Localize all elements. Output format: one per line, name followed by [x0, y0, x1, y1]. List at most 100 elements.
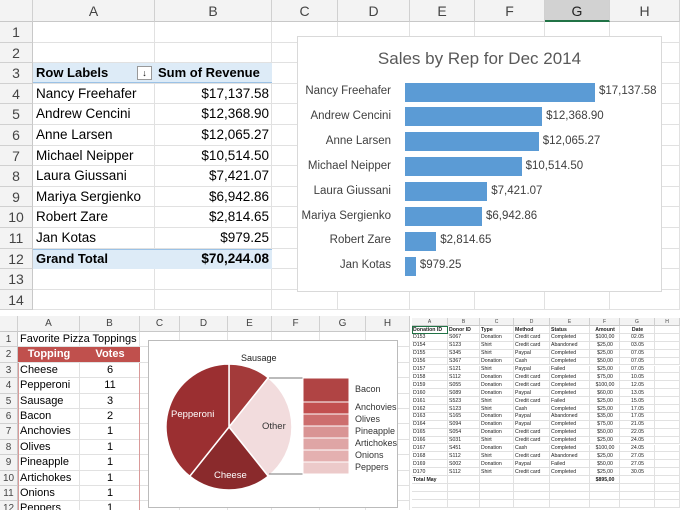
donations-cell[interactable]: Shirt	[481, 350, 492, 357]
pizza-row-header[interactable]: 9	[0, 455, 18, 471]
donations-cell[interactable]	[480, 420, 514, 429]
pivot-cell[interactable]	[33, 289, 155, 311]
donations-column-header[interactable]: Status	[551, 326, 567, 333]
donations-cell[interactable]	[448, 468, 480, 477]
donations-cell[interactable]: Completed	[551, 334, 577, 341]
pivot-row-header[interactable]: 6	[0, 125, 33, 146]
donations-cell[interactable]	[550, 452, 590, 461]
donations-cell[interactable]	[514, 428, 550, 437]
pizza-col-header-f[interactable]: F	[272, 316, 320, 332]
donations-cell[interactable]: $25,00	[597, 366, 613, 372]
donations-col-header-f[interactable]: F	[590, 318, 620, 326]
bar[interactable]	[405, 207, 482, 226]
pizza-cell[interactable]	[18, 393, 80, 409]
donations-cell[interactable]	[550, 476, 590, 484]
donations-cell[interactable]	[655, 381, 680, 390]
donations-cell[interactable]	[448, 381, 480, 390]
donations-cell[interactable]: Credit card	[515, 397, 541, 404]
donations-cell[interactable]: S094	[449, 421, 462, 428]
donations-col-header-g[interactable]: G	[620, 318, 655, 326]
votes-cell[interactable]: 6	[106, 363, 114, 376]
sort-filter-button[interactable]: ↓	[137, 66, 152, 81]
donations-cell[interactable]: Shirt	[481, 468, 492, 475]
pivot-cell[interactable]	[33, 83, 155, 105]
donations-cell[interactable]	[590, 405, 620, 413]
donations-cell[interactable]	[480, 499, 514, 508]
donations-cell[interactable]	[448, 412, 480, 421]
donations-cell[interactable]: Abandoned	[551, 413, 578, 420]
donations-cell[interactable]	[514, 476, 550, 484]
donations-col-header-b[interactable]: B	[448, 318, 480, 326]
donations-cell[interactable]	[590, 333, 620, 342]
pivot-cell[interactable]	[33, 186, 155, 208]
pivot-cell[interactable]	[33, 207, 155, 228]
pivot-row-header[interactable]: 13	[0, 269, 33, 290]
donations-cell[interactable]	[514, 484, 550, 492]
pizza-col-header-h[interactable]: H	[366, 316, 410, 332]
pivot-cell[interactable]	[410, 289, 475, 311]
pizza-row-header[interactable]: 1	[0, 332, 18, 348]
donations-cell[interactable]	[412, 476, 448, 484]
donations-cell[interactable]	[655, 468, 680, 477]
donations-cell[interactable]	[412, 389, 448, 398]
pizza-row-header[interactable]: 6	[0, 409, 18, 425]
pivot-row-value[interactable]: $12,065.27	[201, 127, 269, 142]
donations-cell[interactable]: Donation	[481, 358, 502, 365]
donations-column-header[interactable]: Type	[481, 326, 493, 333]
pivot-cell[interactable]	[33, 42, 155, 64]
donations-cell[interactable]	[480, 326, 514, 334]
donations-cell[interactable]	[620, 476, 655, 484]
donations-cell[interactable]: $75,00	[597, 373, 613, 380]
donations-cell[interactable]	[620, 444, 655, 453]
donations-cell[interactable]	[655, 326, 680, 334]
donations-cell[interactable]	[550, 397, 590, 405]
donations-cell[interactable]	[590, 476, 620, 484]
donations-cell[interactable]	[514, 333, 550, 342]
pivot-cell[interactable]	[33, 125, 155, 146]
donations-cell[interactable]: Completed	[551, 405, 577, 412]
donations-cell[interactable]	[550, 381, 590, 390]
donations-cell[interactable]	[412, 452, 448, 461]
donations-cell[interactable]	[620, 333, 655, 342]
pivot-row-label[interactable]: Michael Neipper	[36, 147, 134, 163]
donations-cell[interactable]: $25,00	[597, 468, 613, 475]
donations-cell[interactable]: D153	[413, 334, 426, 341]
donations-cell[interactable]	[448, 452, 480, 461]
pivot-cell[interactable]	[338, 289, 410, 311]
topping-cell[interactable]: Cheese	[20, 363, 58, 376]
donations-cell[interactable]	[514, 468, 550, 477]
pizza-row-header[interactable]: 3	[0, 362, 18, 379]
donations-cell[interactable]	[412, 484, 448, 492]
donations-cell[interactable]: Completed	[551, 445, 577, 451]
donations-cell[interactable]: Credit card	[515, 452, 541, 459]
pizza-col-header-c[interactable]: C	[140, 316, 180, 332]
donations-cell[interactable]: 07.05	[631, 350, 644, 357]
pivot-row-header[interactable]: 1	[0, 22, 33, 43]
pizza-cell[interactable]	[80, 332, 140, 348]
donations-cell[interactable]	[412, 397, 448, 405]
pivot-row-value[interactable]: $10,514.50	[201, 147, 269, 163]
donations-cell[interactable]	[620, 428, 655, 437]
donations-cell[interactable]	[550, 428, 590, 437]
donations-cell[interactable]: Cash	[515, 405, 528, 412]
donations-cell[interactable]	[550, 326, 590, 334]
active-cell[interactable]	[412, 326, 448, 334]
donations-cell[interactable]	[590, 468, 620, 477]
pivot-row-header[interactable]: 12	[0, 248, 33, 270]
donations-cell[interactable]	[480, 357, 514, 366]
total-label[interactable]: Total May	[413, 476, 437, 483]
donations-cell[interactable]	[655, 333, 680, 342]
donations-cell[interactable]	[514, 499, 550, 508]
donations-cell[interactable]	[412, 405, 448, 413]
donations-column-header[interactable]: Donation ID	[413, 326, 443, 333]
donations-cell[interactable]	[480, 491, 514, 500]
donations-cell[interactable]: D159	[413, 381, 426, 388]
donations-cell[interactable]	[412, 491, 448, 500]
donations-cell[interactable]	[620, 484, 655, 492]
donations-cell[interactable]	[655, 476, 680, 484]
donations-cell[interactable]	[448, 389, 480, 398]
donations-cell[interactable]	[480, 397, 514, 405]
donations-cell[interactable]: D161	[413, 397, 426, 404]
donations-col-header-c[interactable]: C	[480, 318, 514, 326]
donations-column-header[interactable]: Date	[631, 326, 644, 333]
